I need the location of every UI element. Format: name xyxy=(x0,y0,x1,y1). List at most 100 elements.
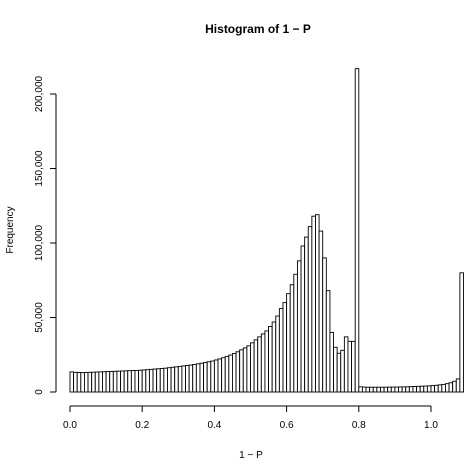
histogram-bar xyxy=(354,68,360,393)
histogram-bar xyxy=(253,339,259,393)
histogram-bar xyxy=(152,368,158,393)
histogram-bar xyxy=(76,372,82,393)
histogram-bar xyxy=(416,385,421,393)
histogram-bar xyxy=(185,365,190,393)
histogram-bar xyxy=(134,369,140,393)
histogram-bar xyxy=(394,386,399,393)
histogram-bar xyxy=(351,340,356,393)
histogram-bar xyxy=(268,325,273,393)
histogram-bar xyxy=(401,386,407,393)
y-tick-label: 50,000 xyxy=(34,302,45,333)
histogram-bar xyxy=(376,386,381,393)
histogram-bar xyxy=(264,330,270,393)
histogram-bar xyxy=(275,315,280,393)
histogram-bar xyxy=(278,308,284,393)
histogram-bar xyxy=(437,384,443,393)
histogram-bar xyxy=(231,353,237,393)
histogram-bar xyxy=(217,358,223,393)
histogram-bar xyxy=(372,386,378,393)
histogram-bar xyxy=(239,349,244,393)
histogram-bar xyxy=(257,336,262,393)
histogram-bar xyxy=(242,347,248,393)
x-axis: 0.0 0.2 0.4 0.6 0.8 1.0 xyxy=(63,405,438,431)
y-tick-label: 100,000 xyxy=(34,224,45,261)
histogram-bar xyxy=(109,370,114,393)
x-tick-label: 0.0 xyxy=(63,420,77,431)
histogram-bar xyxy=(224,355,230,393)
bars-group xyxy=(69,68,464,393)
histogram-bar xyxy=(123,370,129,393)
histogram-bar xyxy=(159,368,165,393)
histogram-bar xyxy=(130,370,136,393)
histogram-bar xyxy=(271,321,277,393)
histogram-bar xyxy=(307,226,313,393)
histogram-bar xyxy=(452,380,457,393)
histogram-bar xyxy=(156,368,161,393)
histogram-bar xyxy=(105,371,111,393)
histogram-bar xyxy=(203,362,208,393)
x-tick-label: 0.2 xyxy=(135,420,149,431)
histogram-bar xyxy=(405,386,410,393)
histogram-bar xyxy=(289,284,295,393)
histogram-bar xyxy=(296,260,302,393)
histogram-bar xyxy=(120,370,125,393)
histogram-bar xyxy=(235,351,241,393)
histogram-bar xyxy=(408,386,414,393)
histogram-bar xyxy=(426,385,432,393)
histogram-bar xyxy=(181,365,186,393)
histogram-bar xyxy=(434,384,439,393)
histogram-bar xyxy=(199,362,205,393)
y-tick-label: 150,000 xyxy=(34,150,45,187)
histogram-bar xyxy=(311,215,316,393)
histogram-bar xyxy=(141,369,147,393)
histogram-bar xyxy=(195,363,201,393)
x-tick-label: 0.4 xyxy=(207,420,221,431)
histogram-bar xyxy=(459,272,464,393)
x-tick-label: 0.6 xyxy=(280,420,294,431)
histogram-bar xyxy=(221,357,226,393)
histogram-bar xyxy=(98,371,103,393)
histogram-bar xyxy=(318,230,324,393)
x-tick-label: 0.8 xyxy=(352,420,366,431)
histogram-bar xyxy=(83,372,89,393)
histogram-bar xyxy=(112,370,118,393)
histogram-bar xyxy=(87,371,93,393)
histogram-bar xyxy=(174,366,179,393)
histogram-bar xyxy=(455,378,461,393)
histogram-bar xyxy=(228,354,233,393)
histogram-bar xyxy=(91,371,96,393)
histogram-bar xyxy=(322,257,327,393)
histogram-bar xyxy=(250,342,255,393)
histogram-bar xyxy=(380,386,385,393)
histogram-bar xyxy=(315,214,320,393)
histogram-bar xyxy=(69,371,75,393)
histogram-bar xyxy=(300,245,306,393)
histogram-bar xyxy=(398,386,403,393)
histogram-bar xyxy=(329,331,334,393)
histogram-bar xyxy=(340,349,345,393)
histogram-bar xyxy=(333,346,338,393)
histogram-bar xyxy=(206,361,212,393)
histogram-bar xyxy=(390,386,396,393)
histogram-bar xyxy=(282,302,288,393)
histogram-bar xyxy=(80,372,85,393)
histogram-bar xyxy=(138,369,143,393)
histogram-bar xyxy=(73,371,78,393)
histogram-bar xyxy=(387,386,392,393)
histogram-bar xyxy=(246,345,251,393)
histogram-bar xyxy=(177,365,183,393)
histogram-bar xyxy=(444,383,450,393)
histogram-bar xyxy=(94,371,100,393)
histogram-bar xyxy=(365,386,371,393)
histogram-bar xyxy=(210,360,215,393)
histogram-bar xyxy=(260,333,266,393)
histogram-bar xyxy=(170,366,176,393)
histogram-bar xyxy=(325,290,331,393)
histogram-bar xyxy=(343,336,349,393)
histogram-bar xyxy=(336,352,342,393)
histogram-bar xyxy=(163,367,168,393)
x-axis-label: 1 − P xyxy=(239,450,263,461)
y-tick-label: 200,000 xyxy=(34,75,45,112)
histogram-bar xyxy=(383,386,389,393)
